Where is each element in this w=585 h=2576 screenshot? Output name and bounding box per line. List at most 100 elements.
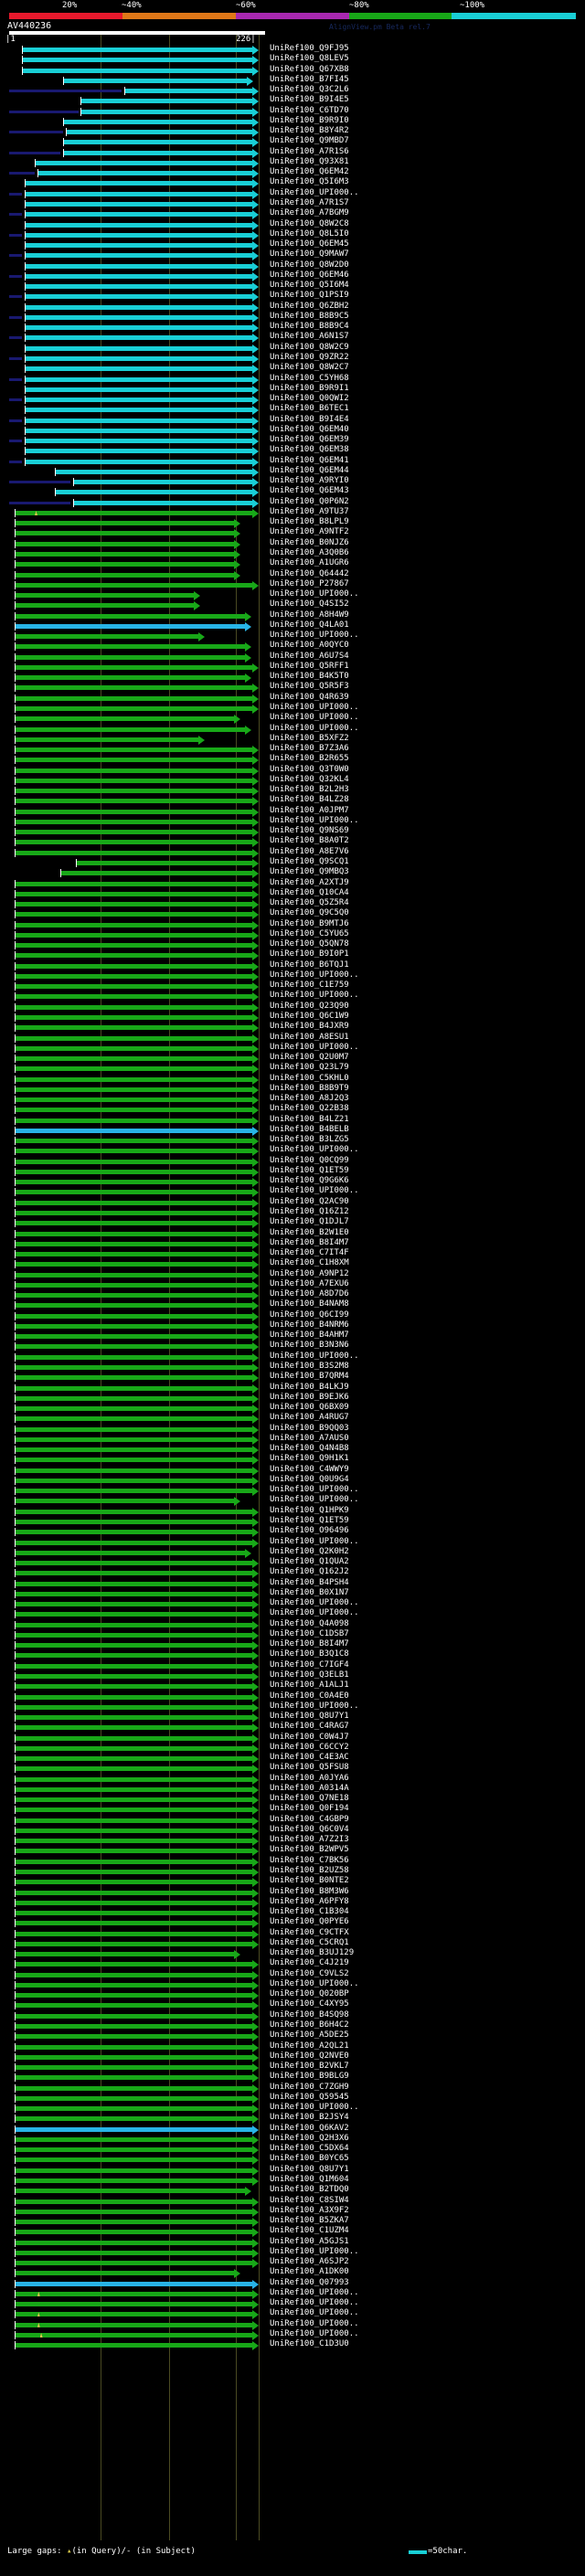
alignment-row[interactable]: UniRef100_Q6C0V4 bbox=[0, 1825, 585, 1837]
hsp-bar[interactable] bbox=[14, 1282, 252, 1288]
hit-label[interactable]: UniRef100_UPI000.. bbox=[270, 723, 359, 733]
hit-label[interactable]: UniRef100_Q0QWI2 bbox=[270, 394, 349, 404]
alignment-row[interactable]: UniRef100_Q6EM39 bbox=[0, 435, 585, 447]
hit-label[interactable]: UniRef100_Q6EM46 bbox=[270, 270, 349, 280]
hsp-bar[interactable] bbox=[14, 1169, 252, 1174]
alignment-row[interactable]: UniRef100_C9CTFX bbox=[0, 1928, 585, 1940]
hit-label[interactable]: UniRef100_C1UZM4 bbox=[270, 2226, 349, 2236]
alignment-row[interactable]: UniRef100_A8E7V6 bbox=[0, 847, 585, 859]
hsp-bar[interactable] bbox=[14, 1745, 252, 1751]
alignment-row[interactable]: UniRef100_UPI000.. bbox=[0, 2298, 585, 2310]
alignment-row[interactable]: UniRef100_B9I4E4 bbox=[0, 414, 585, 427]
hsp-bar[interactable] bbox=[14, 1035, 252, 1041]
hit-label[interactable]: UniRef100_B2JSY4 bbox=[270, 2113, 349, 2123]
hit-label[interactable]: UniRef100_B0YC65 bbox=[270, 2154, 349, 2164]
hit-label[interactable]: UniRef100_Q6ZBH2 bbox=[270, 301, 349, 311]
hit-label[interactable]: UniRef100_C5DX64 bbox=[270, 2144, 349, 2154]
alignment-row[interactable]: UniRef100_B6H4C2 bbox=[0, 2020, 585, 2032]
hit-label[interactable]: UniRef100_Q3ELB1 bbox=[270, 1670, 349, 1680]
hit-label[interactable]: UniRef100_B9I4E4 bbox=[270, 414, 349, 424]
hsp-bar[interactable] bbox=[24, 387, 252, 392]
alignment-row[interactable]: UniRef100_UPI000.. bbox=[0, 703, 585, 715]
hsp-bar[interactable] bbox=[73, 500, 252, 505]
hsp-bar[interactable] bbox=[62, 140, 252, 145]
alignment-row[interactable]: UniRef100_C6CCY2 bbox=[0, 1743, 585, 1754]
hsp-bar[interactable] bbox=[14, 984, 252, 990]
alignment-row[interactable]: UniRef100_B2WPV5 bbox=[0, 1845, 585, 1857]
hit-label[interactable]: UniRef100_Q4A098 bbox=[270, 1618, 349, 1628]
alignment-row[interactable]: UniRef100_Q9MBQ3 bbox=[0, 867, 585, 879]
hsp-bar[interactable] bbox=[14, 2312, 252, 2317]
hit-label[interactable]: UniRef100_Q32KL4 bbox=[270, 774, 349, 784]
alignment-row[interactable]: UniRef100_Q8U7Y1 bbox=[0, 2165, 585, 2177]
hsp-bar[interactable] bbox=[14, 2075, 252, 2081]
hsp-bar[interactable] bbox=[14, 819, 252, 824]
hsp-bar[interactable] bbox=[14, 2116, 252, 2122]
hit-label[interactable]: UniRef100_B3Q1C8 bbox=[270, 1649, 349, 1659]
alignment-row[interactable]: UniRef100_Q0QWI2 bbox=[0, 394, 585, 406]
hit-label[interactable]: UniRef100_A9NP12 bbox=[270, 1268, 349, 1278]
alignment-row[interactable]: UniRef100_A0314A bbox=[0, 1783, 585, 1796]
alignment-row[interactable]: UniRef100_C5YU65 bbox=[0, 929, 585, 941]
alignment-row[interactable]: UniRef100_C5YH68 bbox=[0, 374, 585, 386]
hit-label[interactable]: UniRef100_C1DSB7 bbox=[270, 1628, 349, 1638]
hit-label[interactable]: UniRef100_A0314A bbox=[270, 1783, 349, 1793]
hsp-bar[interactable] bbox=[35, 160, 252, 165]
hsp-bar[interactable] bbox=[14, 623, 245, 629]
alignment-row[interactable]: UniRef100_B9I4E5 bbox=[0, 95, 585, 107]
hit-label[interactable]: UniRef100_A9RYI0 bbox=[270, 476, 349, 486]
alignment-row[interactable]: UniRef100_B4SQ98 bbox=[0, 2010, 585, 2022]
hsp-bar[interactable] bbox=[14, 1447, 252, 1453]
hsp-bar[interactable] bbox=[14, 1663, 252, 1669]
hit-label[interactable]: UniRef100_Q6BX09 bbox=[270, 1403, 349, 1413]
hsp-bar[interactable] bbox=[14, 2136, 252, 2142]
hsp-bar[interactable] bbox=[14, 1643, 252, 1648]
alignment-row[interactable]: UniRef100_C1H8XM bbox=[0, 1258, 585, 1270]
alignment-row[interactable]: UniRef100_Q9MAW7 bbox=[0, 249, 585, 261]
hit-label[interactable]: UniRef100_UPI000.. bbox=[270, 1485, 359, 1495]
hsp-bar[interactable] bbox=[14, 2044, 252, 2050]
hsp-bar[interactable] bbox=[14, 1735, 252, 1741]
hit-label[interactable]: UniRef100_A0JYA6 bbox=[270, 1773, 349, 1783]
alignment-row[interactable]: UniRef100_A0QYC0 bbox=[0, 641, 585, 652]
hsp-bar[interactable] bbox=[14, 1786, 252, 1792]
alignment-row[interactable]: UniRef100_A6N1S7 bbox=[0, 332, 585, 344]
alignment-row[interactable]: UniRef100_B0NJZ6 bbox=[0, 537, 585, 550]
hsp-bar[interactable] bbox=[14, 2271, 235, 2276]
hsp-bar[interactable] bbox=[14, 1859, 252, 1864]
hsp-bar[interactable] bbox=[24, 263, 252, 269]
alignment-row[interactable]: UniRef100_Q9FJ95 bbox=[0, 44, 585, 56]
hit-label[interactable]: UniRef100_B2WPV5 bbox=[270, 1845, 349, 1855]
hit-label[interactable]: UniRef100_B7QRM4 bbox=[270, 1372, 349, 1382]
alignment-row[interactable]: UniRef100_Q1ET59 bbox=[0, 1516, 585, 1528]
hit-label[interactable]: UniRef100_A8D7D6 bbox=[270, 1289, 349, 1299]
alignment-row[interactable]: UniRef100_C5DX64 bbox=[0, 2144, 585, 2156]
hsp-bar[interactable] bbox=[14, 1252, 252, 1257]
hit-label[interactable]: UniRef100_Q8W2D0 bbox=[270, 260, 349, 270]
hit-label[interactable]: UniRef100_A4RUG7 bbox=[270, 1413, 349, 1423]
alignment-row[interactable]: UniRef100_UPI000.. bbox=[0, 589, 585, 601]
hit-label[interactable]: UniRef100_A7AUS0 bbox=[270, 1433, 349, 1443]
hsp-bar[interactable] bbox=[14, 1025, 252, 1031]
alignment-row[interactable]: UniRef100_UPI000.. bbox=[0, 2329, 585, 2341]
hsp-bar[interactable] bbox=[14, 2126, 252, 2132]
hsp-bar[interactable] bbox=[14, 716, 235, 722]
hsp-bar[interactable] bbox=[14, 1870, 252, 1875]
hit-label[interactable]: UniRef100_UPI000.. bbox=[270, 991, 359, 1001]
hit-label[interactable]: UniRef100_C4GBP9 bbox=[270, 1814, 349, 1824]
hsp-bar[interactable] bbox=[37, 171, 252, 176]
hsp-bar[interactable] bbox=[14, 531, 235, 536]
hsp-bar[interactable] bbox=[24, 212, 252, 217]
hit-label[interactable]: UniRef100_UPI000.. bbox=[270, 1042, 359, 1052]
hsp-bar[interactable] bbox=[14, 932, 252, 938]
hsp-bar[interactable] bbox=[14, 1489, 252, 1494]
hit-label[interactable]: UniRef100_A7EXU6 bbox=[270, 1278, 349, 1288]
hit-label[interactable]: UniRef100_Q0CQ99 bbox=[270, 1155, 349, 1165]
hit-label[interactable]: UniRef100_B0NJZ6 bbox=[270, 537, 349, 547]
alignment-row[interactable]: UniRef100_C6TD70 bbox=[0, 106, 585, 118]
hit-label[interactable]: UniRef100_UPI000.. bbox=[270, 1598, 359, 1608]
hsp-bar[interactable] bbox=[14, 1880, 252, 1885]
hit-label[interactable]: UniRef100_Q2U0M7 bbox=[270, 1053, 349, 1063]
hit-label[interactable]: UniRef100_C5CRQ1 bbox=[270, 1937, 349, 1947]
hit-label[interactable]: UniRef100_C9VLS2 bbox=[270, 1968, 349, 1978]
